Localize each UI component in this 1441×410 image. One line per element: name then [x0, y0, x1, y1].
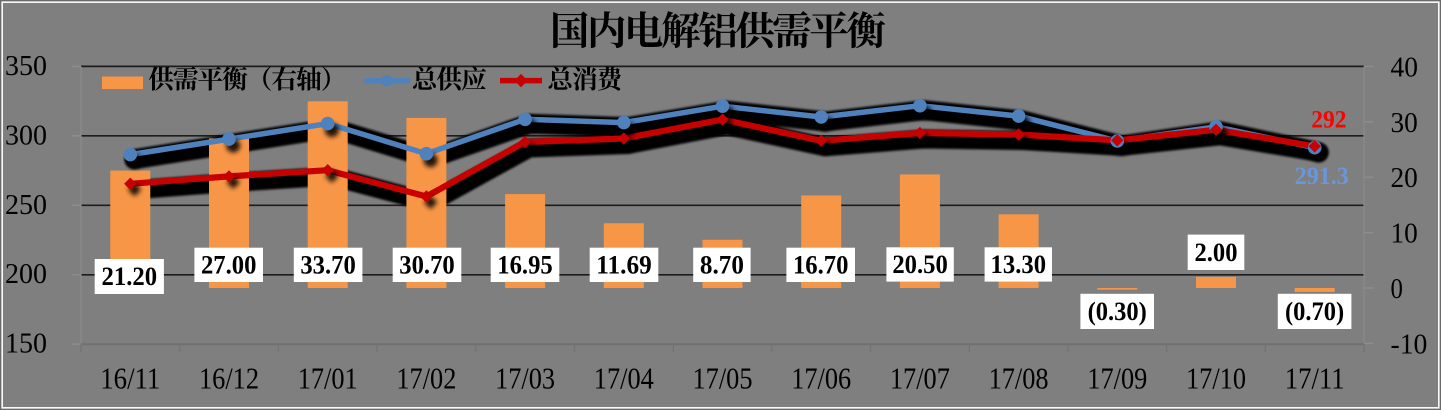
svg-text:2.00: 2.00	[1195, 238, 1238, 267]
svg-text:17/09: 17/09	[1087, 360, 1147, 395]
svg-text:0: 0	[1391, 273, 1403, 305]
svg-text:33.70: 33.70	[300, 251, 356, 280]
svg-text:300: 300	[5, 120, 47, 151]
svg-text:292: 292	[1311, 106, 1346, 133]
svg-text:21.20: 21.20	[102, 262, 158, 291]
svg-text:10: 10	[1391, 218, 1418, 250]
svg-text:40: 40	[1391, 51, 1419, 83]
svg-text:350: 350	[5, 51, 47, 82]
svg-text:17/10: 17/10	[1186, 360, 1246, 395]
svg-text:13.30: 13.30	[991, 250, 1047, 279]
svg-text:8.70: 8.70	[700, 251, 744, 280]
svg-text:17/06: 17/06	[791, 360, 851, 395]
svg-text:17/02: 17/02	[396, 360, 456, 395]
svg-text:17/11: 17/11	[1285, 360, 1345, 395]
svg-text:150: 150	[5, 329, 47, 360]
svg-text:16.70: 16.70	[793, 251, 849, 280]
svg-text:17/08: 17/08	[989, 360, 1049, 395]
svg-text:17/04: 17/04	[594, 360, 654, 395]
svg-text:20: 20	[1391, 162, 1418, 194]
svg-text:17/03: 17/03	[495, 360, 555, 395]
svg-text:291.3: 291.3	[1295, 163, 1349, 190]
svg-text:250: 250	[5, 190, 47, 221]
svg-text:16/11: 16/11	[100, 360, 160, 395]
svg-text:(0.70): (0.70)	[1285, 297, 1344, 326]
svg-text:17/07: 17/07	[890, 360, 950, 395]
svg-text:27.00: 27.00	[201, 251, 257, 280]
svg-text:17/05: 17/05	[693, 360, 753, 395]
svg-text:30.70: 30.70	[399, 251, 455, 280]
svg-text:30: 30	[1391, 107, 1418, 139]
svg-text:(0.30): (0.30)	[1088, 297, 1147, 326]
svg-text:11.69: 11.69	[596, 251, 652, 280]
svg-text:200: 200	[5, 259, 47, 290]
svg-text:16/12: 16/12	[199, 360, 259, 395]
svg-text:16.95: 16.95	[497, 251, 553, 280]
svg-text:17/01: 17/01	[298, 360, 358, 395]
svg-text:-10: -10	[1391, 328, 1428, 360]
svg-text:20.50: 20.50	[892, 250, 948, 279]
